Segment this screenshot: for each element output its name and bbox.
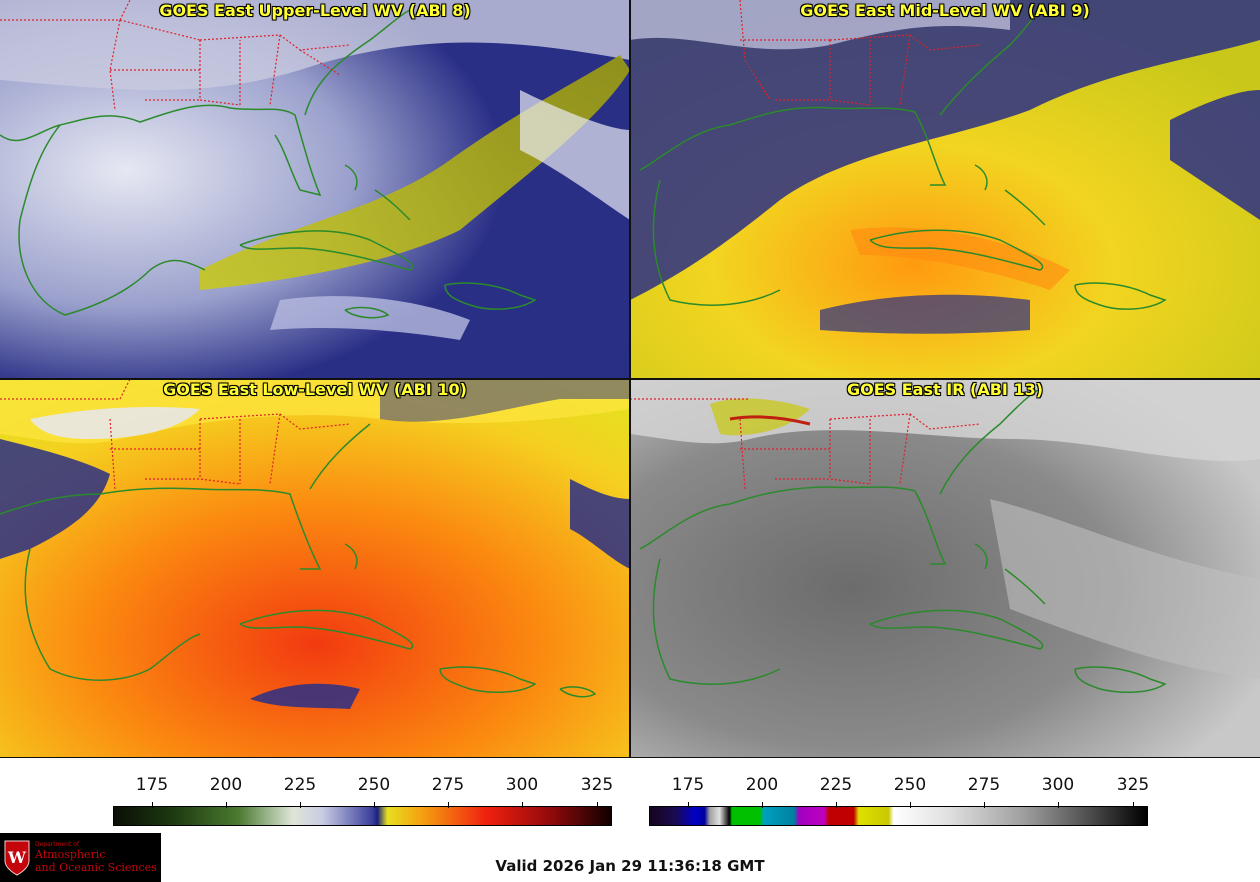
panel-bottom-border	[0, 757, 1260, 758]
colorbar-tick	[597, 802, 598, 808]
logo-department-text: Department of	[35, 841, 79, 848]
colorbar-tick	[226, 802, 227, 808]
uw-crest-icon: W	[4, 840, 30, 876]
colorbar-tick	[984, 802, 985, 808]
panel-divider-horizontal	[0, 378, 1260, 380]
logo-oceanic-text: and Oceanic Sciences	[35, 861, 157, 874]
mid-level-wv-panel: GOES East Mid-Level WV (ABI 9)	[630, 0, 1260, 379]
colorbar-tick-label: 250	[893, 775, 927, 795]
colorbar-tick-label: 325	[1116, 775, 1150, 795]
colorbar-tick	[1058, 802, 1059, 808]
svg-text:W: W	[7, 848, 27, 867]
colorbar-tick	[152, 802, 153, 808]
valid-time-label: Valid 2026 Jan 29 11:36:18 GMT	[495, 857, 765, 875]
colorbar-tick	[762, 802, 763, 808]
upper-level-wv-image	[0, 0, 630, 379]
mid-level-wv-image	[630, 0, 1260, 379]
colorbar-tick	[448, 802, 449, 808]
ir-colorbar	[649, 806, 1148, 826]
ir-image	[630, 379, 1260, 758]
colorbar-tick-label: 225	[283, 775, 317, 795]
colorbar-tick-label: 200	[745, 775, 779, 795]
colorbar-tick	[522, 802, 523, 808]
wv-colorbar	[113, 806, 612, 826]
colorbar-tick-label: 175	[135, 775, 169, 795]
aos-logo: W Department of Atmospheric and Oceanic …	[0, 833, 161, 882]
logo-atmospheric-text: Atmospheric	[35, 848, 106, 861]
colorbar-tick-label: 250	[357, 775, 391, 795]
colorbar-tick-label: 200	[209, 775, 243, 795]
colorbar-tick-label: 300	[1041, 775, 1075, 795]
colorbar-tick	[1133, 802, 1134, 808]
colorbar-tick-label: 225	[819, 775, 853, 795]
upper-level-wv-panel: GOES East Upper-Level WV (ABI 8)	[0, 0, 630, 379]
colorbar-tick-label: 275	[967, 775, 1001, 795]
panel-title: GOES East IR (ABI 13)	[846, 380, 1044, 399]
ir-panel: GOES East IR (ABI 13)	[630, 379, 1260, 758]
colorbar-tick-label: 275	[431, 775, 465, 795]
low-level-wv-image	[0, 379, 630, 758]
low-level-wv-panel: GOES East Low-Level WV (ABI 10)	[0, 379, 630, 758]
panel-title: GOES East Low-Level WV (ABI 10)	[163, 380, 467, 399]
colorbar-tick-label: 300	[505, 775, 539, 795]
panel-title: GOES East Upper-Level WV (ABI 8)	[159, 1, 471, 20]
colorbar-tick	[688, 802, 689, 808]
colorbar-tick	[910, 802, 911, 808]
panel-title: GOES East Mid-Level WV (ABI 9)	[800, 1, 1090, 20]
colorbar-tick-label: 325	[580, 775, 614, 795]
colorbar-tick	[374, 802, 375, 808]
colorbar-tick	[836, 802, 837, 808]
colorbar-tick-label: 175	[671, 775, 705, 795]
colorbar-tick	[300, 802, 301, 808]
